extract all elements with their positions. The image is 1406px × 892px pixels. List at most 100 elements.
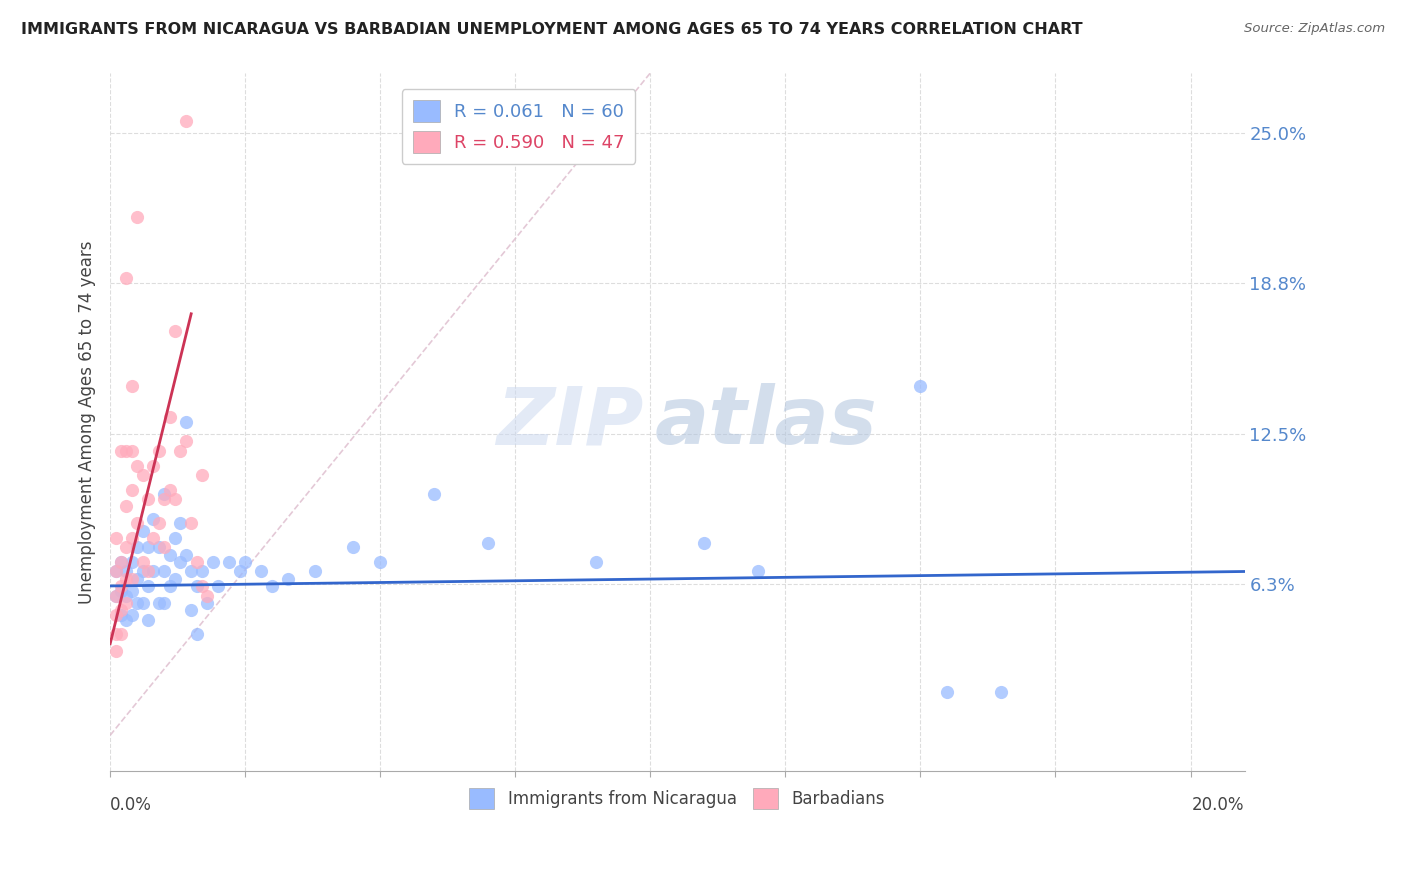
Point <box>169 444 191 458</box>
Point <box>115 444 138 458</box>
Point <box>693 535 716 549</box>
Point <box>115 541 138 555</box>
Point <box>104 565 127 579</box>
Point <box>121 379 143 393</box>
Point <box>121 607 143 622</box>
Point <box>163 572 186 586</box>
Point <box>277 572 299 586</box>
Point <box>115 500 138 514</box>
Point <box>110 579 132 593</box>
Point <box>104 589 127 603</box>
Point <box>104 607 127 622</box>
Point <box>142 565 165 579</box>
Text: 0.0%: 0.0% <box>110 796 152 814</box>
Point <box>104 565 127 579</box>
Point <box>218 555 240 569</box>
Point <box>201 555 224 569</box>
Point <box>127 572 149 586</box>
Point <box>159 483 181 497</box>
Point <box>115 589 138 603</box>
Point <box>747 565 769 579</box>
Point <box>197 589 219 603</box>
Point <box>163 324 186 338</box>
Point <box>136 613 159 627</box>
Point <box>104 627 127 641</box>
Point <box>142 511 165 525</box>
Point <box>115 596 138 610</box>
Text: atlas: atlas <box>655 384 877 461</box>
Point <box>127 516 149 531</box>
Text: ZIP: ZIP <box>496 384 644 461</box>
Point <box>910 379 932 393</box>
Point <box>104 589 127 603</box>
Point <box>136 541 159 555</box>
Point <box>110 603 132 617</box>
Point <box>148 444 170 458</box>
Y-axis label: Unemployment Among Ages 65 to 74 years: Unemployment Among Ages 65 to 74 years <box>79 241 96 604</box>
Point <box>153 596 176 610</box>
Point <box>174 548 197 562</box>
Point <box>110 555 132 569</box>
Point <box>191 565 214 579</box>
Point <box>148 596 170 610</box>
Point <box>186 555 208 569</box>
Point <box>115 613 138 627</box>
Point <box>115 572 138 586</box>
Point <box>121 583 143 598</box>
Point <box>110 627 132 641</box>
Point <box>115 565 138 579</box>
Point <box>153 541 176 555</box>
Point <box>233 555 256 569</box>
Point <box>174 434 197 449</box>
Point <box>127 458 149 473</box>
Point <box>477 535 499 549</box>
Point <box>148 541 170 555</box>
Point <box>342 541 364 555</box>
Point <box>174 415 197 429</box>
Point <box>423 487 446 501</box>
Point <box>180 603 202 617</box>
Point <box>121 572 143 586</box>
Point <box>110 444 132 458</box>
Point <box>936 685 959 699</box>
Point <box>191 579 214 593</box>
Point <box>121 531 143 545</box>
Point <box>136 492 159 507</box>
Point <box>180 516 202 531</box>
Point <box>127 541 149 555</box>
Point <box>121 555 143 569</box>
Point <box>180 565 202 579</box>
Point <box>197 596 219 610</box>
Point <box>159 579 181 593</box>
Point <box>585 555 607 569</box>
Point <box>159 410 181 425</box>
Point <box>115 270 138 285</box>
Point <box>153 492 176 507</box>
Point <box>174 114 197 128</box>
Point <box>136 565 159 579</box>
Point <box>127 596 149 610</box>
Point <box>104 644 127 658</box>
Point <box>163 492 186 507</box>
Point <box>207 579 229 593</box>
Point <box>163 531 186 545</box>
Point <box>110 583 132 598</box>
Point <box>148 516 170 531</box>
Point <box>142 458 165 473</box>
Text: IMMIGRANTS FROM NICARAGUA VS BARBADIAN UNEMPLOYMENT AMONG AGES 65 TO 74 YEARS CO: IMMIGRANTS FROM NICARAGUA VS BARBADIAN U… <box>21 22 1083 37</box>
Point <box>229 565 252 579</box>
Point <box>131 524 153 538</box>
Text: 20.0%: 20.0% <box>1192 796 1244 814</box>
Point <box>169 516 191 531</box>
Point <box>990 685 1012 699</box>
Point <box>153 487 176 501</box>
Point <box>368 555 391 569</box>
Point <box>186 627 208 641</box>
Point <box>127 211 149 225</box>
Point <box>121 444 143 458</box>
Text: Source: ZipAtlas.com: Source: ZipAtlas.com <box>1244 22 1385 36</box>
Legend: Immigrants from Nicaragua, Barbadians: Immigrants from Nicaragua, Barbadians <box>463 781 891 815</box>
Point <box>250 565 273 579</box>
Point <box>304 565 326 579</box>
Point <box>186 579 208 593</box>
